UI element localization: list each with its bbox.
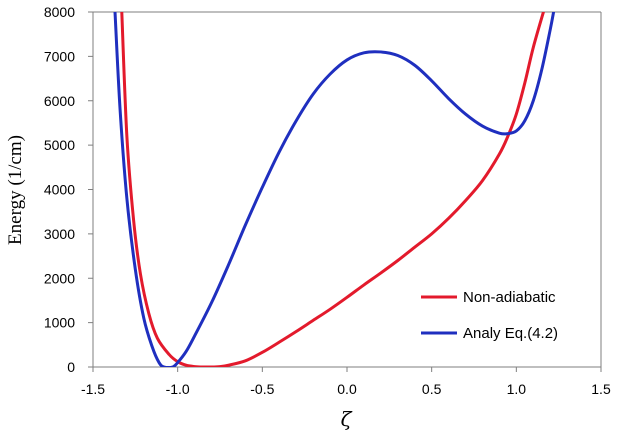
axis-ticks: -1.5 -1.0 -0.5 0.0 0.5 1.0 1.5 0 1000 2000 3000 400… (44, 4, 611, 397)
y-tick-label: 4000 (44, 182, 75, 198)
x-tick-label: -0.5 (250, 381, 274, 397)
y-tick-label: 2000 (44, 270, 75, 286)
legend-label-non-adiabatic: Non-adiabatic (463, 289, 556, 306)
y-tick-label: 1000 (44, 315, 75, 331)
legend: Non-adiabatic Analy Eq.(4.2) (421, 289, 558, 342)
y-tick-label: 0 (67, 359, 75, 375)
x-tick-label: 0.5 (422, 381, 442, 397)
y-tick-label: 8000 (44, 4, 75, 20)
series-non-adiabatic-line (120, 12, 545, 367)
x-tick-label: -1.0 (166, 381, 190, 397)
y-tick-label: 5000 (44, 137, 75, 153)
series-analy-eq-line (113, 12, 556, 367)
x-tick-label: 0.0 (337, 381, 357, 397)
y-tick-label: 3000 (44, 226, 75, 242)
x-tick-label: 1.5 (591, 381, 611, 397)
y-tick-label: 6000 (44, 93, 75, 109)
plot-frame (92, 11, 602, 368)
legend-label-analy: Analy Eq.(4.2) (463, 325, 558, 342)
x-axis-label: ζ (341, 407, 353, 431)
x-tick-label: -1.5 (81, 381, 105, 397)
series-layer (113, 12, 556, 367)
y-tick-label: 7000 (44, 48, 75, 64)
y-axis-label: Energy (1/cm) (5, 135, 26, 245)
x-tick-label: 1.0 (507, 381, 527, 397)
